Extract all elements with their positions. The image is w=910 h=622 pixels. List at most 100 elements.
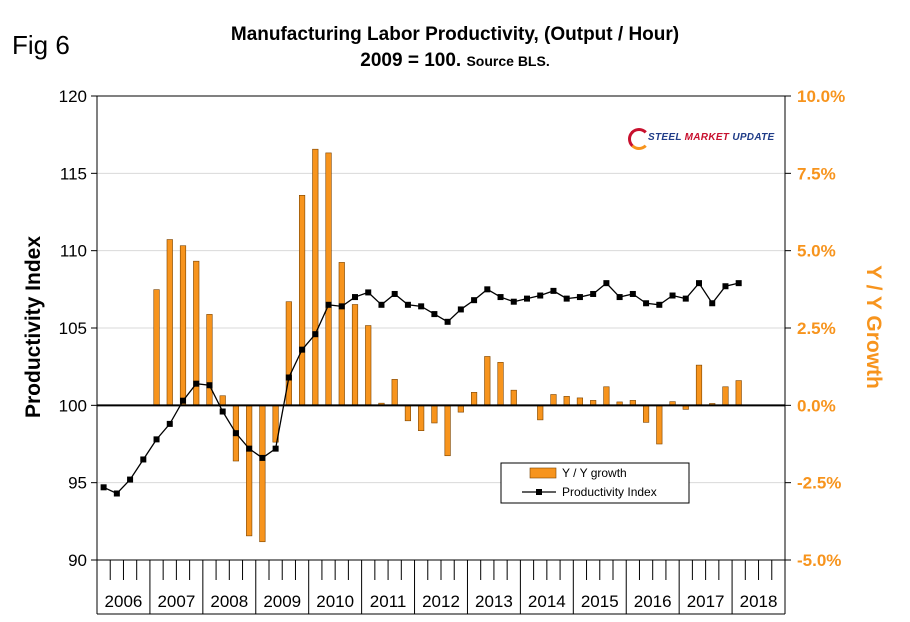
year-label: 2012	[422, 592, 460, 611]
year-label: 2011	[370, 592, 407, 611]
right-axis-ticks: -5.0% -2.5% 0.0% 2.5% 5.0% 7.5% 10.0%	[785, 87, 845, 570]
growth-bar	[153, 289, 160, 406]
left-tick-label: 90	[68, 551, 87, 570]
year-label: 2010	[316, 592, 354, 611]
legend-bar-label: Y / Y growth	[562, 466, 627, 480]
growth-bar	[312, 148, 319, 406]
productivity-point	[696, 280, 702, 287]
productivity-point	[338, 303, 345, 310]
left-axis-label: Productivity Index	[22, 236, 45, 418]
year-label: 2008	[210, 592, 248, 611]
growth-bar	[550, 394, 557, 406]
productivity-point	[682, 295, 689, 302]
growth-bars	[153, 148, 742, 543]
productivity-point	[113, 490, 120, 497]
growth-bar	[603, 386, 610, 406]
growth-bar	[259, 405, 266, 543]
productivity-point	[140, 456, 147, 463]
year-label: 2015	[581, 592, 619, 611]
subtitle-source: Source BLS.	[466, 53, 550, 69]
chart-subtitle: 2009 = 100. Source BLS.	[140, 50, 770, 72]
year-label: 2009	[263, 592, 301, 611]
growth-bar	[206, 314, 213, 406]
productivity-point	[418, 303, 425, 310]
productivity-point	[616, 294, 623, 301]
right-tick-label: -5.0%	[797, 551, 841, 570]
productivity-point	[127, 476, 134, 483]
productivity-point	[378, 301, 385, 308]
productivity-point	[365, 289, 372, 296]
productivity-point	[325, 301, 332, 308]
growth-bar	[404, 405, 412, 422]
productivity-point	[590, 290, 597, 297]
productivity-point	[550, 287, 557, 294]
productivity-point	[709, 300, 716, 307]
growth-bar	[497, 362, 504, 406]
year-label: 2006	[105, 592, 143, 611]
growth-bar	[365, 325, 372, 406]
productivity-point	[166, 420, 173, 427]
right-tick-label: 10.0%	[797, 87, 845, 106]
productivity-point	[285, 374, 292, 381]
x-axis: 2006 2007 2008 2009 2010 2011 2012 2013 2014 2015…	[96, 559, 786, 615]
growth-bar	[246, 405, 253, 537]
growth-bar	[325, 152, 332, 406]
productivity-point	[471, 297, 478, 304]
growth-bar	[563, 396, 570, 406]
right-tick-label: -2.5%	[797, 474, 841, 493]
legend-bar-swatch	[529, 467, 557, 479]
productivity-point	[510, 298, 517, 305]
year-label: 2017	[687, 592, 725, 611]
productivity-point	[444, 318, 451, 325]
productivity-point	[669, 292, 676, 299]
right-tick-label: 7.5%	[797, 164, 836, 183]
growth-bar	[735, 380, 742, 406]
growth-bar	[391, 379, 398, 406]
productivity-point	[352, 294, 358, 301]
right-axis-label: Y / Y Growth	[862, 265, 885, 389]
productivity-point	[431, 311, 438, 318]
productivity-point	[259, 454, 266, 461]
growth-bar	[444, 405, 451, 457]
productivity-point	[312, 331, 319, 338]
productivity-point	[537, 292, 544, 299]
figure-label: Fig 6	[12, 30, 70, 60]
growth-bar	[642, 405, 650, 423]
productivity-point	[484, 286, 491, 293]
productivity-point	[722, 283, 729, 290]
productivity-point	[629, 290, 636, 297]
growth-bar	[537, 405, 544, 421]
year-label: 2016	[634, 592, 672, 611]
growth-bar	[179, 245, 187, 406]
productivity-point	[656, 301, 663, 308]
right-tick-label: 0.0%	[797, 396, 836, 415]
productivity-point	[391, 290, 398, 297]
productivity-point	[576, 294, 583, 301]
growth-bar	[695, 364, 703, 406]
productivity-point	[219, 408, 226, 415]
productivity-point	[100, 484, 107, 491]
steel-market-update-logo: STEEL MARKET UPDATE	[628, 122, 774, 158]
growth-bar	[351, 304, 359, 406]
productivity-point	[404, 301, 411, 308]
productivity-point	[524, 295, 530, 302]
productivity-point	[180, 397, 186, 404]
productivity-point	[457, 306, 464, 313]
growth-bar	[722, 386, 729, 406]
growth-bar	[166, 239, 173, 406]
growth-bar	[656, 405, 663, 445]
productivity-point	[193, 380, 200, 387]
growth-bar	[418, 405, 425, 431]
productivity-point	[563, 295, 570, 302]
growth-bar	[510, 389, 517, 406]
left-axis-ticks: 90 95 100 105 110 115 120	[59, 87, 97, 570]
year-label: 2007	[157, 592, 195, 611]
logo-text: STEEL MARKET UPDATE	[648, 132, 775, 143]
chart-title: Manufacturing Labor Productivity, (Outpu…	[230, 24, 680, 45]
productivity-point	[643, 300, 650, 307]
legend-line-label: Productivity Index	[562, 485, 657, 499]
growth-bar	[576, 397, 584, 406]
productivity-point	[497, 294, 504, 301]
left-tick-label: 100	[59, 396, 87, 415]
